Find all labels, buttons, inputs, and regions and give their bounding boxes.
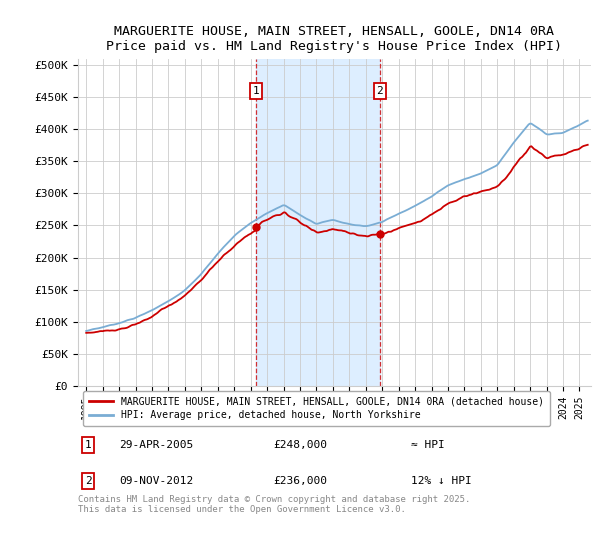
Text: ≈ HPI: ≈ HPI [412, 440, 445, 450]
Text: 09-NOV-2012: 09-NOV-2012 [119, 476, 193, 486]
Title: MARGUERITE HOUSE, MAIN STREET, HENSALL, GOOLE, DN14 0RA
Price paid vs. HM Land R: MARGUERITE HOUSE, MAIN STREET, HENSALL, … [107, 25, 563, 53]
Text: 1: 1 [85, 440, 92, 450]
Text: 1: 1 [253, 86, 259, 96]
Text: £248,000: £248,000 [273, 440, 327, 450]
Text: 12% ↓ HPI: 12% ↓ HPI [412, 476, 472, 486]
Bar [256, 59, 380, 386]
Text: 2: 2 [85, 476, 92, 486]
Legend: MARGUERITE HOUSE, MAIN STREET, HENSALL, GOOLE, DN14 0RA (detached house), HPI: A: MARGUERITE HOUSE, MAIN STREET, HENSALL, … [83, 391, 550, 426]
Text: £236,000: £236,000 [273, 476, 327, 486]
Text: 29-APR-2005: 29-APR-2005 [119, 440, 193, 450]
Text: Contains HM Land Registry data © Crown copyright and database right 2025.
This d: Contains HM Land Registry data © Crown c… [78, 495, 470, 514]
Text: 2: 2 [377, 86, 383, 96]
